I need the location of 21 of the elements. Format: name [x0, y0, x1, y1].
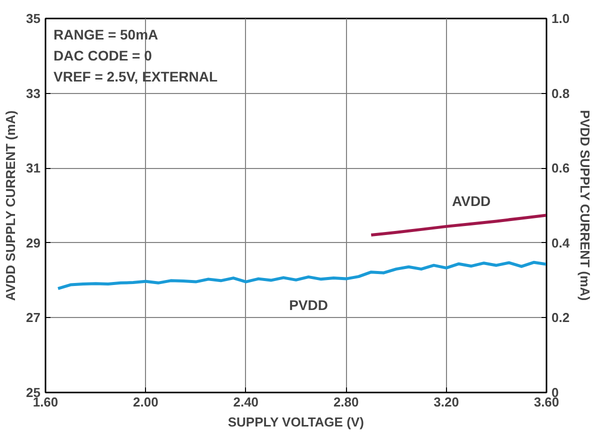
series-label: PVDD — [289, 296, 328, 313]
y2-tick-label: 0.8 — [552, 86, 570, 101]
series-label: AVDD — [452, 192, 491, 209]
y-tick-label: 35 — [26, 11, 41, 26]
y-tick-label: 33 — [26, 86, 41, 101]
y-axis-title: AVDD SUPPLY CURRENT (mA) — [3, 110, 18, 301]
line-series — [370, 214, 546, 237]
y-tick-label: 31 — [26, 160, 41, 176]
y-tick-label: 27 — [26, 310, 41, 326]
y2-axis-title: PVDD SUPPLY CURRENT (mA) — [578, 110, 593, 301]
y2-tick-label: 0.6 — [552, 160, 570, 176]
x-tick-label: 3.20 — [434, 394, 459, 410]
y2-tick-label: 0.2 — [552, 310, 570, 326]
x-tick-label: 2.40 — [233, 394, 259, 410]
y-tick-label: 29 — [26, 235, 41, 250]
y2-tick-label: 1.0 — [552, 11, 570, 26]
x-tick-label: 2.00 — [133, 394, 158, 410]
x-tick-label: 2.80 — [333, 394, 359, 410]
line-series — [56, 260, 546, 290]
x-axis-title: SUPPLY VOLTAGE (V) — [228, 414, 364, 430]
y2-tick-label: 0.4 — [552, 235, 570, 250]
